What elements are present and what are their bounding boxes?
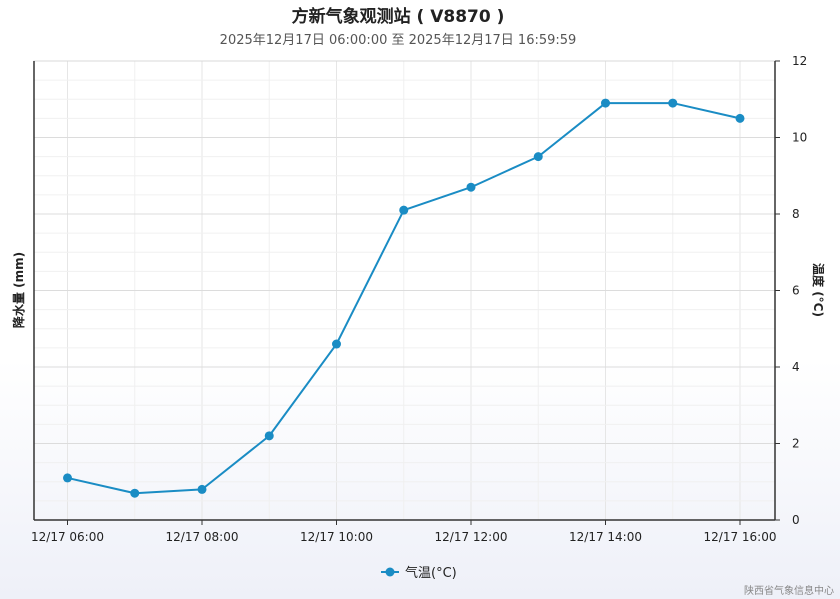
y-axis-ticks: 0 2 4 6 8 10 12 — [775, 54, 807, 527]
x-axis-ticks: 12/17 06:00 12/17 08:00 12/17 10:00 12/17 1… — [31, 520, 776, 544]
data-point[interactable] — [466, 182, 476, 192]
credit-text[interactable]: 陕西省气象信息中心 — [744, 584, 834, 597]
series-layer — [63, 98, 745, 498]
y-tick-label: 0 — [792, 513, 800, 527]
data-point[interactable] — [264, 431, 274, 441]
data-point[interactable] — [668, 98, 678, 108]
legend-dot-marker — [385, 567, 395, 577]
x-tick-label: 12/17 10:00 — [300, 530, 373, 544]
x-tick-label: 12/17 08:00 — [166, 530, 239, 544]
y-axis-left-title: 降水量 (mm) — [11, 252, 26, 328]
data-point[interactable] — [735, 113, 745, 123]
chart-subtitle: 2025年12月17日 06:00:00 至 2025年12月17日 16:59… — [220, 33, 577, 48]
y-tick-label: 8 — [792, 207, 800, 221]
y-tick-label: 10 — [792, 131, 807, 145]
legend[interactable]: 气温(°C) — [381, 565, 457, 581]
x-tick-label: 12/17 12:00 — [435, 530, 508, 544]
x-tick-label: 12/17 16:00 — [704, 530, 777, 544]
data-point[interactable] — [399, 205, 409, 215]
data-point[interactable] — [130, 488, 140, 498]
data-point[interactable] — [601, 98, 610, 108]
chart-title: 方新气象观测站 ( V8870 ) — [292, 6, 505, 27]
data-point[interactable] — [63, 473, 72, 483]
data-point[interactable] — [533, 152, 543, 162]
y-tick-label: 2 — [792, 437, 800, 451]
data-point[interactable] — [332, 339, 341, 349]
x-tick-label: 12/17 14:00 — [569, 530, 642, 544]
x-tick-label: 12/17 06:00 — [31, 530, 104, 544]
legend-label: 气温(°C) — [405, 565, 457, 581]
grid — [34, 60, 775, 521]
y-tick-label: 6 — [792, 284, 800, 298]
y-tick-label: 4 — [792, 360, 800, 374]
data-point[interactable] — [197, 484, 207, 494]
y-tick-label: 12 — [792, 54, 807, 68]
y-axis-right-title: 温度 (°C) — [811, 263, 826, 317]
